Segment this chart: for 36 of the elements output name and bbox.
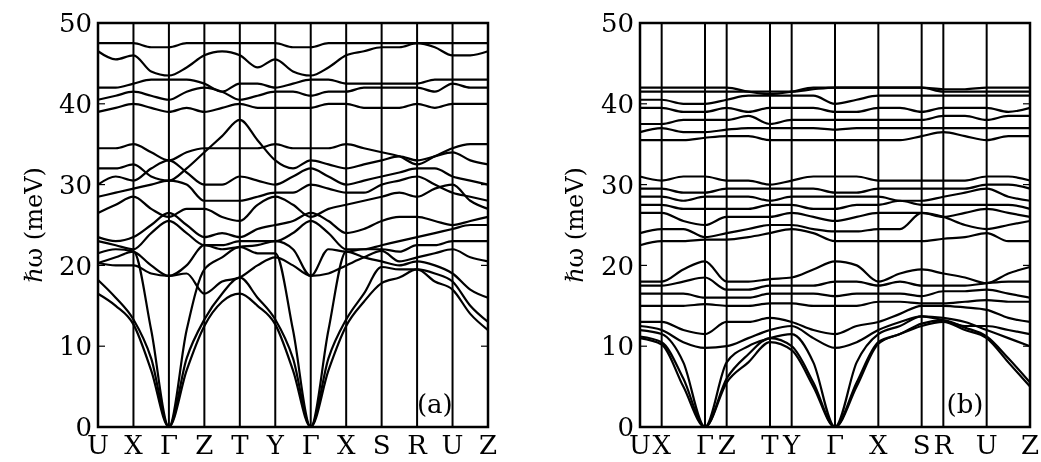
- x-tick-label: X: [124, 430, 144, 460]
- x-tick-label: X: [336, 430, 356, 460]
- x-tick-label: R: [933, 430, 955, 460]
- y-tick-label: 30: [58, 169, 92, 200]
- x-tick-label: U: [975, 430, 998, 460]
- x-tick-label: Γ: [159, 430, 178, 460]
- x-tick-label: X: [869, 430, 889, 460]
- y-tick-label: 10: [600, 331, 634, 362]
- x-tick-label: Z: [195, 430, 214, 460]
- x-tick-label: R: [407, 430, 429, 460]
- x-tick-label: Γ: [301, 430, 320, 460]
- annotation: (a): [416, 389, 453, 419]
- x-tick-label: X: [652, 430, 672, 460]
- y-tick-label: 40: [600, 88, 634, 119]
- y-axis-title: ℏω (meV): [20, 167, 48, 283]
- y-tick-label: 20: [600, 250, 634, 281]
- x-tick-label: S: [372, 430, 391, 460]
- x-tick-label: Γ: [695, 430, 715, 460]
- x-tick-label: U: [441, 430, 464, 460]
- x-tick-label: Γ: [825, 430, 845, 460]
- x-tick-label: Z: [478, 430, 498, 460]
- y-tick-label: 20: [58, 250, 92, 281]
- x-tick-label: Z: [717, 430, 736, 460]
- x-tick-label: Z: [1020, 430, 1040, 460]
- x-tick-label: T: [231, 430, 250, 460]
- y-tick-label: 40: [58, 88, 92, 119]
- x-tick-label: T: [761, 430, 780, 460]
- x-tick-label: S: [912, 430, 931, 460]
- x-tick-label: Y: [782, 430, 802, 460]
- annotation: (b): [946, 389, 984, 419]
- y-tick-label: 50: [58, 8, 92, 39]
- y-tick-label: 50: [600, 8, 634, 39]
- y-axis-title: ℏω (meV): [561, 167, 589, 283]
- x-tick-label: Y: [265, 430, 285, 460]
- y-tick-label: 30: [600, 169, 634, 200]
- y-tick-label: 10: [58, 331, 92, 362]
